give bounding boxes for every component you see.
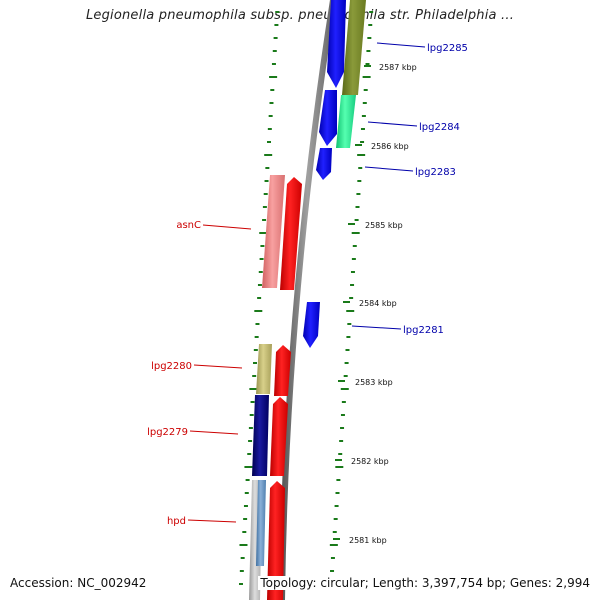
label-lpg2280[interactable]: lpg2280 [151,361,192,372]
reverse-strand-features [303,0,366,348]
leader-lpg2281 [351,325,402,330]
gene-lpg2284[interactable] [319,90,337,146]
leader-lpg2284 [367,121,418,127]
leader-hpd [187,519,237,523]
gene-hpd[interactable] [267,481,285,600]
label-hpd[interactable]: hpd [167,516,186,527]
cog-lpg2280 [256,344,272,394]
leader-lpg2283 [364,166,414,172]
label-leaders [187,42,426,523]
leader-lpg2285 [376,42,426,48]
cog-lpg2285 [342,0,366,95]
cog-lpg2284 [336,95,356,148]
label-asnC[interactable]: asnC [176,220,201,231]
gene-lpg2281[interactable] [303,302,320,348]
cog-lpg2279 [252,395,269,476]
ring-outer-guide [329,11,374,585]
gene-lpg2280[interactable] [274,345,291,396]
label-lpg2284[interactable]: lpg2284 [419,122,460,133]
scale-label: 2584 kbp [359,299,397,308]
cog-hpd-steel [256,480,266,566]
label-lpg2279[interactable]: lpg2279 [147,427,188,438]
gene-lpg2285[interactable] [327,0,346,88]
leader-lpg2279 [189,430,239,435]
scale-label: 2585 kbp [365,221,403,230]
scale-labels: 2587 kbp 2586 kbp 2585 kbp 2584 kbp 2583… [333,63,417,545]
gene-labels: lpg2285 lpg2284 lpg2283 lpg2281 asnC lpg… [147,43,468,527]
topology-text: Topology: circular; Length: 3,397,754 bp… [258,576,592,590]
accession-text: Accession: NC_002942 [8,576,149,590]
cog-asnC [262,175,285,288]
scale-label: 2586 kbp [371,142,409,151]
leader-lpg2280 [193,364,243,369]
gene-asnC[interactable] [280,177,302,290]
label-lpg2283[interactable]: lpg2283 [415,167,456,178]
scale-label: 2581 kbp [349,536,387,545]
forward-strand-features [249,175,302,600]
leader-asnC [202,224,252,230]
gene-lpg2279[interactable] [270,397,288,476]
gene-lpg2283[interactable] [316,148,332,180]
map-title: Legionella pneumophila subsp. pneumophil… [85,8,515,23]
ring-inner-guide [239,11,280,585]
scale-label: 2583 kbp [355,378,393,387]
scale-label: 2587 kbp [379,63,417,72]
label-lpg2281[interactable]: lpg2281 [403,325,444,336]
scale-label: 2582 kbp [351,457,389,466]
label-lpg2285[interactable]: lpg2285 [427,43,468,54]
